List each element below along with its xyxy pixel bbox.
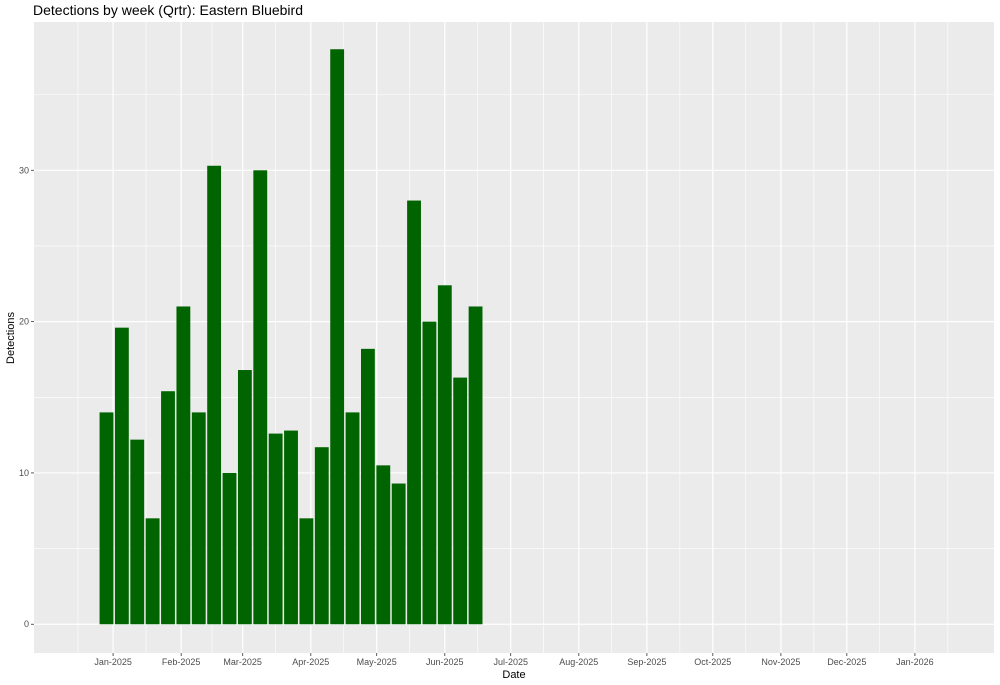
bar bbox=[222, 472, 237, 625]
x-tick-label: Jan-2025 bbox=[94, 657, 132, 667]
bar bbox=[299, 518, 314, 625]
bar bbox=[376, 465, 391, 625]
bar bbox=[360, 348, 375, 625]
bar bbox=[99, 412, 114, 625]
bar bbox=[145, 518, 160, 625]
bar bbox=[437, 285, 452, 625]
bars bbox=[99, 49, 483, 625]
x-tick-label: Sep-2025 bbox=[627, 657, 666, 667]
x-tick-label: Apr-2025 bbox=[292, 657, 329, 667]
x-tick-label: Aug-2025 bbox=[559, 657, 598, 667]
y-axis: 0 10 20 30 bbox=[19, 165, 34, 629]
x-tick-label: Oct-2025 bbox=[694, 657, 731, 667]
y-tick-label: 10 bbox=[19, 468, 29, 478]
x-tick-label: Feb-2025 bbox=[162, 657, 201, 667]
x-tick-label: Jul-2025 bbox=[493, 657, 528, 667]
bar bbox=[191, 412, 206, 625]
y-axis-title: Detections bbox=[5, 312, 17, 364]
y-tick-label: 0 bbox=[24, 619, 29, 629]
bar bbox=[114, 327, 129, 625]
bar bbox=[253, 170, 268, 625]
bar bbox=[237, 370, 252, 625]
x-tick-label: May-2025 bbox=[357, 657, 397, 667]
x-axis-title: Date bbox=[502, 669, 525, 681]
bar bbox=[314, 447, 329, 625]
bar bbox=[268, 433, 283, 625]
bar bbox=[161, 391, 175, 625]
bar bbox=[345, 412, 360, 625]
bar bbox=[407, 200, 421, 625]
bar bbox=[130, 439, 145, 625]
x-tick-label: Jun-2025 bbox=[426, 657, 464, 667]
x-tick-label: Jan-2026 bbox=[896, 657, 934, 667]
chart-title: Detections by week (Qrtr): Eastern Blueb… bbox=[33, 2, 303, 18]
bar bbox=[453, 377, 468, 625]
x-tick-label: Dec-2025 bbox=[827, 657, 866, 667]
x-axis: Jan-2025 Feb-2025 Mar-2025 Apr-2025 May-2025… bbox=[94, 653, 934, 667]
bar bbox=[391, 483, 406, 625]
bar bbox=[330, 49, 345, 625]
x-tick-label: Mar-2025 bbox=[223, 657, 262, 667]
bar bbox=[468, 306, 483, 625]
y-tick-label: 20 bbox=[19, 317, 29, 327]
x-tick-label: Nov-2025 bbox=[761, 657, 800, 667]
y-tick-label: 30 bbox=[19, 165, 29, 175]
bar bbox=[176, 306, 191, 625]
bar bbox=[207, 165, 222, 625]
bar bbox=[422, 321, 437, 625]
bar bbox=[284, 430, 298, 625]
